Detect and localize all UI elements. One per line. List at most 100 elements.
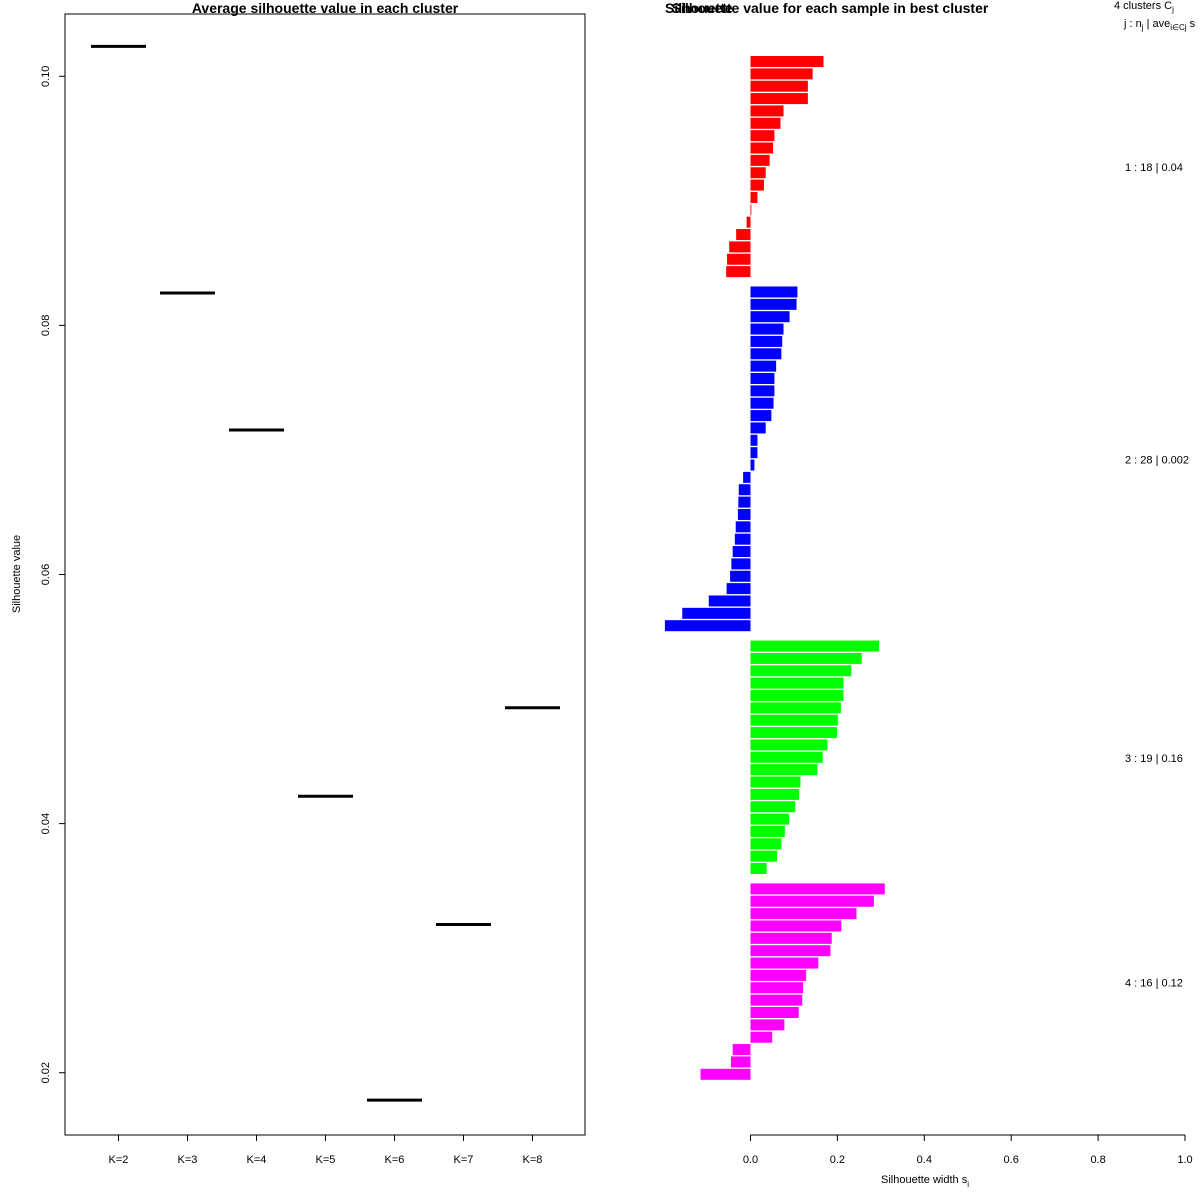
left-x-tick-label: K=4	[247, 1154, 267, 1166]
left-x-tick-label: K=6	[385, 1154, 405, 1166]
silhouette-bar	[750, 56, 824, 67]
silhouette-bar	[750, 117, 781, 129]
silhouette-bar	[750, 838, 782, 850]
cluster-summary-label: 4 : 16 | 0.12	[1125, 977, 1183, 989]
right-x-axis: 0.0 0.2 0.4 0.6 0.8 1.0	[743, 1134, 1193, 1166]
silhouette-bar	[682, 607, 751, 619]
silhouette-bar	[750, 895, 874, 907]
right-series-bars	[664, 56, 885, 1080]
left-x-tick-label: K=5	[316, 1154, 336, 1166]
silhouette-bar	[750, 348, 782, 360]
silhouette-bar	[750, 932, 832, 944]
silhouette-bar	[750, 751, 823, 763]
silhouette-bar	[750, 908, 857, 920]
silhouette-bar	[750, 360, 777, 372]
silhouette-bar	[750, 652, 862, 664]
left-y-tick-label: 0.02	[40, 1062, 52, 1083]
silhouette-bar	[750, 957, 819, 969]
legend-header-line-2: j : nj | avei∈Cj s	[1123, 18, 1196, 32]
silhouette-bar	[750, 883, 885, 895]
silhouette-bar	[738, 496, 751, 508]
silhouette-bar	[750, 714, 838, 726]
left-y-tick-label: 0.10	[40, 66, 52, 87]
left-y-tick-label: 0.06	[40, 564, 52, 585]
silhouette-bar	[750, 920, 842, 932]
silhouette-bar	[750, 191, 758, 203]
silhouette-bar	[750, 298, 797, 310]
silhouette-bar	[734, 533, 751, 545]
silhouette-bar	[750, 863, 767, 875]
silhouette-bar	[750, 422, 766, 434]
average-silhouette-panel: Average silhouette value in each cluster…	[11, 0, 586, 1166]
sample-silhouette-panel: Silhouette Silhouette value for each sam…	[664, 0, 1196, 1189]
silhouette-bar	[750, 434, 758, 446]
silhouette-bar	[750, 459, 755, 471]
right-x-tick-label: 0.8	[1090, 1154, 1105, 1166]
silhouette-bar	[750, 373, 775, 384]
left-y-tick-label: 0.04	[40, 813, 52, 834]
silhouette-bar	[730, 570, 751, 582]
left-y-tick-label: 0.08	[40, 315, 52, 336]
left-plot-frame	[64, 13, 586, 1136]
silhouette-bar	[750, 385, 775, 397]
left-x-tick-label: K=7	[454, 1154, 474, 1166]
left-x-axis: K=2 K=3 K=4 K=5 K=6 K=7 K=8	[109, 1135, 543, 1166]
silhouette-bar	[743, 471, 751, 483]
silhouette-bar	[750, 447, 758, 459]
silhouette-bar	[750, 167, 766, 179]
silhouette-bar	[750, 1031, 773, 1043]
silhouette-bar	[750, 640, 880, 652]
silhouette-bar	[750, 68, 813, 80]
silhouette-bar	[750, 154, 770, 166]
silhouette-bar	[750, 286, 798, 298]
silhouette-bar	[732, 546, 751, 558]
silhouette-bar	[750, 179, 764, 191]
left-y-axis: 0.02 0.04 0.06 0.08 0.10	[40, 66, 65, 1083]
silhouette-bar	[750, 788, 800, 800]
right-x-tick-label: 0.2	[830, 1154, 845, 1166]
cluster-summary-label: 3 : 19 | 0.16	[1125, 753, 1183, 765]
silhouette-bar	[750, 739, 828, 751]
silhouette-bar	[726, 583, 751, 595]
silhouette-bar	[700, 1068, 751, 1080]
silhouette-bar	[750, 801, 796, 813]
silhouette-bar	[750, 93, 808, 105]
right-x-tick-label: 0.6	[1004, 1154, 1019, 1166]
silhouette-bar	[732, 1044, 751, 1056]
silhouette-bar	[737, 508, 751, 520]
silhouette-bar	[750, 813, 790, 825]
right-overlay-title: Silhouette	[665, 0, 733, 16]
silhouette-bar	[750, 776, 801, 788]
silhouette-bar	[750, 969, 807, 981]
left-chart-title: Average silhouette value in each cluster	[192, 0, 459, 16]
silhouette-bar	[750, 764, 818, 776]
silhouette-bar	[750, 850, 778, 862]
cluster-summary-label: 1 : 18 | 0.04	[1125, 162, 1183, 174]
silhouette-bar	[750, 982, 804, 994]
right-x-tick-label: 1.0	[1177, 1154, 1192, 1166]
silhouette-bar	[731, 558, 751, 570]
right-x-tick-label: 0.0	[743, 1154, 758, 1166]
silhouette-bar	[736, 229, 751, 241]
left-y-axis-label: Silhouette value	[11, 535, 23, 613]
silhouette-bar	[750, 702, 841, 714]
cluster-summary-label: 2 : 28 | 0.002	[1125, 455, 1189, 467]
silhouette-bar	[750, 677, 844, 689]
silhouette-bar	[750, 397, 774, 409]
silhouette-bar	[750, 665, 852, 677]
silhouette-bar	[750, 825, 785, 837]
silhouette-bar	[727, 253, 751, 265]
left-x-tick-label: K=8	[523, 1154, 543, 1166]
silhouette-bar	[726, 266, 751, 278]
left-x-tick-label: K=3	[178, 1154, 198, 1166]
left-series-marks	[91, 44, 560, 1102]
silhouette-bar	[750, 1007, 799, 1018]
silhouette-bar	[664, 620, 751, 632]
silhouette-bar	[746, 216, 751, 228]
silhouette-bar	[730, 1056, 751, 1068]
silhouette-bar	[738, 484, 751, 496]
silhouette-bar	[708, 595, 751, 607]
silhouette-bar	[750, 690, 844, 701]
silhouette-bar	[750, 105, 784, 117]
